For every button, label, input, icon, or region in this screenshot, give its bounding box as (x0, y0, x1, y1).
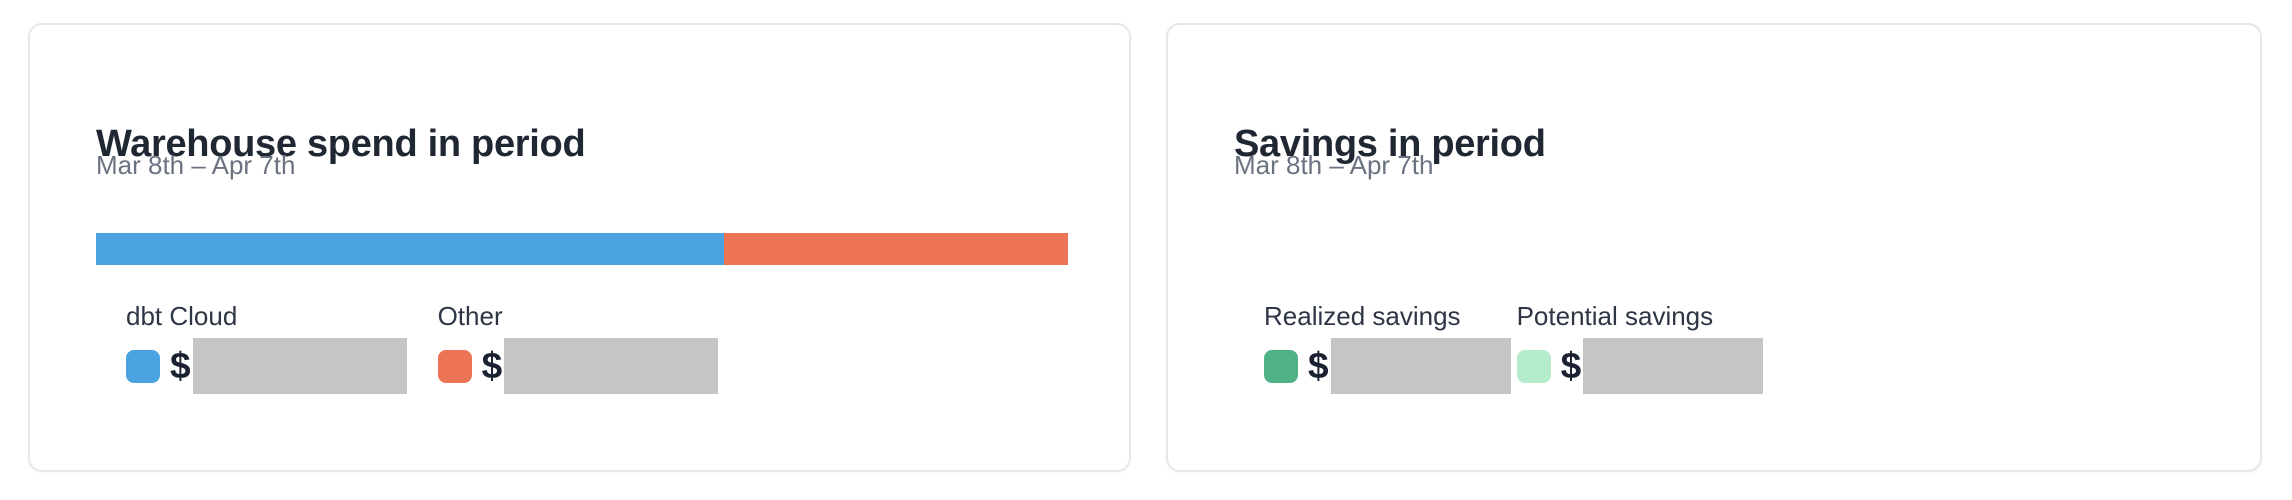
card-title: Savings in period (1234, 122, 1546, 165)
legend-value-row: $ (126, 338, 407, 394)
redacted-value (1330, 338, 1511, 394)
legend-item-other: Other $ (437, 301, 719, 394)
bar-segment-other[interactable] (723, 233, 1068, 265)
legend-item-realized-savings: Realized savings $ (1264, 301, 1511, 394)
card-period-range: Mar 8th – Apr 7th (1234, 150, 1434, 180)
legend-value-row: $ (437, 338, 719, 394)
legend-item-dbt-cloud: dbt Cloud $ (126, 301, 407, 394)
legend-label: Potential savings (1516, 301, 1714, 331)
savings-card: Savings in period Mar 8th – Apr 7th Real… (1166, 23, 2262, 472)
redacted-value (192, 338, 407, 394)
redacted-value (504, 338, 719, 394)
legend-value-row: $ (1264, 338, 1511, 394)
legend-value-row: $ (1516, 338, 1764, 394)
currency-symbol: $ (481, 345, 503, 386)
legend-label: Realized savings (1264, 301, 1461, 331)
currency-symbol: $ (1560, 345, 1582, 386)
warehouse-spend-card: Warehouse spend in period Mar 8th – Apr … (28, 23, 1131, 472)
redacted-value (1583, 338, 1764, 394)
legend-color-swatch (1516, 349, 1551, 383)
legend-color-swatch (126, 349, 160, 383)
legend-row: dbt Cloud $ Other $ (126, 301, 719, 394)
legend-label: Other (437, 301, 503, 331)
legend-row: Realized savings $ Potential savings $ (1264, 301, 1764, 394)
currency-symbol: $ (1308, 345, 1329, 386)
spend-stacked-bar (96, 233, 1068, 265)
legend-label: dbt Cloud (126, 301, 238, 331)
legend-color-swatch (437, 349, 472, 383)
card-title: Warehouse spend in period (96, 122, 586, 165)
currency-symbol: $ (170, 345, 191, 386)
legend-color-swatch (1264, 349, 1298, 383)
card-period-range: Mar 8th – Apr 7th (96, 150, 296, 180)
bar-segment-dbt-cloud[interactable] (96, 233, 724, 265)
legend-item-potential-savings: Potential savings $ (1516, 301, 1764, 394)
